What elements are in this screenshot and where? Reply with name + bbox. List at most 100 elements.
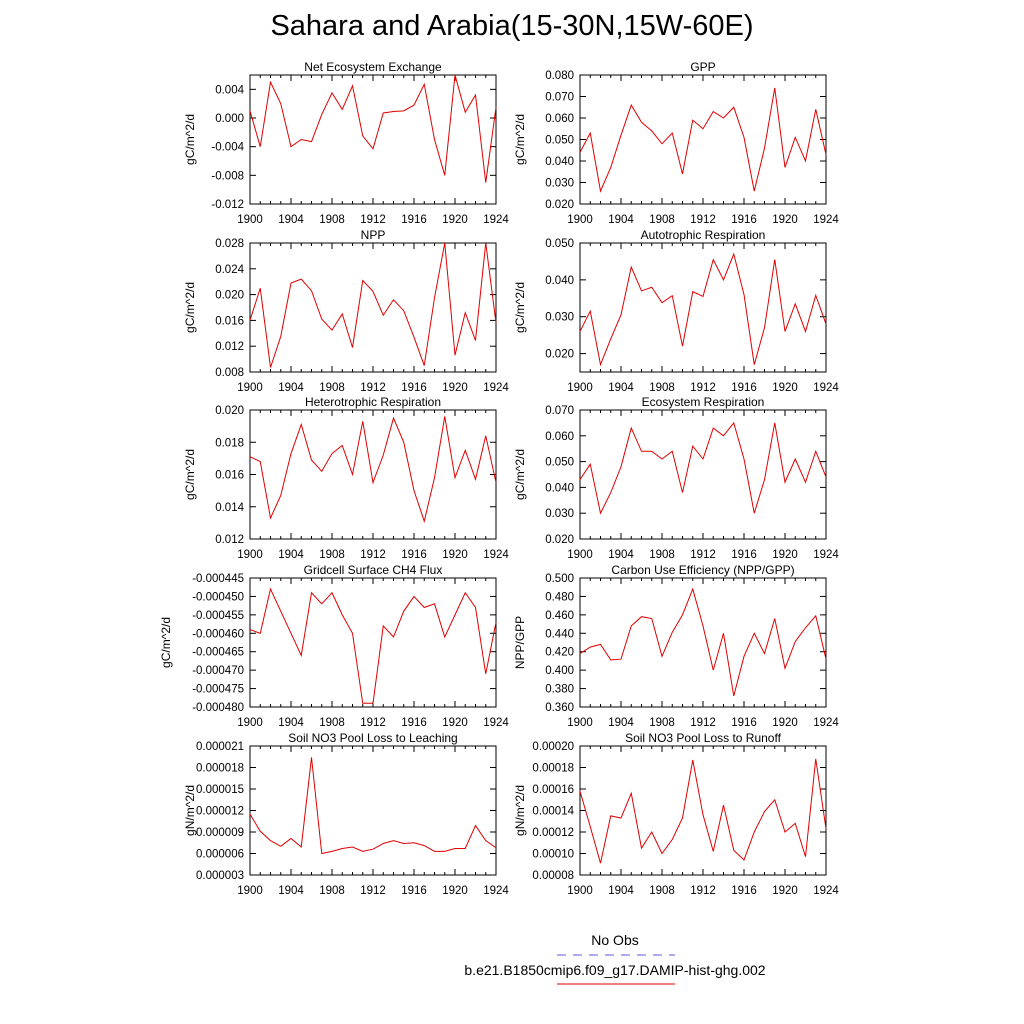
x-tick-label: 1916 <box>731 382 757 394</box>
chart-panel-9: Soil NO3 Pool Loss to Leaching gN/m^2/d 19… <box>183 731 509 897</box>
panel-title: Soil NO3 Pool Loss to Runoff <box>625 731 782 745</box>
x-tick-label: 1908 <box>649 214 675 226</box>
chart-panel-7: Gridcell Surface CH4 Flux gC/m^2/d 1900 190… <box>159 563 509 729</box>
x-tick-label: 1908 <box>319 717 345 729</box>
x-tick-label: 1904 <box>278 717 304 729</box>
x-tick-label: 1904 <box>278 549 304 561</box>
x-tick-label: 1904 <box>608 214 634 226</box>
x-tick-label: 1912 <box>360 549 386 561</box>
x-tick-label: 1904 <box>278 382 304 394</box>
panel-title: Gridcell Surface CH4 Flux <box>304 563 443 577</box>
y-tick-label: -0.000480 <box>192 702 244 714</box>
x-tick-label: 1924 <box>483 885 509 897</box>
y-tick-label: 0.050 <box>545 238 574 250</box>
x-tick-label: 1900 <box>567 214 593 226</box>
x-tick-label: 1916 <box>731 549 757 561</box>
panel-title: Net Ecosystem Exchange <box>304 60 442 74</box>
x-tick-label: 1912 <box>690 885 716 897</box>
x-tick-label: 1912 <box>690 382 716 394</box>
y-tick-label: 0.050 <box>545 457 574 469</box>
x-tick-label: 1904 <box>608 885 634 897</box>
panel-title: Soil NO3 Pool Loss to Leaching <box>288 731 457 745</box>
y-tick-label: 0.00010 <box>532 849 574 861</box>
series-line <box>249 587 497 704</box>
y-tick-label: 0.00008 <box>532 870 574 882</box>
panel-title: Carbon Use Efficiency (NPP/GPP) <box>611 563 794 577</box>
chart-panel-1: Net Ecosystem Exchange gC/m^2/d 1900 1904 19… <box>183 60 509 226</box>
y-tick-label: 0.420 <box>545 647 574 659</box>
x-tick-label: 1924 <box>813 214 839 226</box>
y-axis-label: gC/m^2/d <box>183 114 197 165</box>
x-tick-label: 1908 <box>649 885 675 897</box>
y-tick-label: 0.360 <box>545 702 574 714</box>
y-tick-label: 0.060 <box>545 431 574 443</box>
y-tick-label: 0.030 <box>545 312 574 324</box>
y-tick-label: 0.016 <box>215 470 244 482</box>
y-axis-label: gC/m^2/d <box>159 617 173 668</box>
x-tick-label: 1904 <box>608 382 634 394</box>
y-tick-label: -0.000445 <box>192 573 244 585</box>
x-tick-label: 1908 <box>649 717 675 729</box>
series-line <box>579 758 827 864</box>
legend-model-label: b.e21.B1850cmip6.f09_g17.DAMIP-hist-ghg.… <box>464 962 766 978</box>
y-tick-label: -0.000465 <box>192 647 244 659</box>
y-axis-label: gC/m^2/d <box>513 449 527 500</box>
panel-title: NPP <box>361 228 386 242</box>
x-tick-label: 1920 <box>442 885 468 897</box>
y-axis-label: gC/m^2/d <box>183 449 197 500</box>
x-tick-label: 1920 <box>772 214 798 226</box>
panel-title: Ecosystem Respiration <box>642 395 765 409</box>
y-tick-label: 0.380 <box>545 684 574 696</box>
x-tick-label: 1924 <box>483 549 509 561</box>
y-tick-label: -0.000450 <box>192 591 244 603</box>
y-tick-label: 0.480 <box>545 591 574 603</box>
x-tick-label: 1916 <box>401 717 427 729</box>
y-tick-label: 0.040 <box>545 275 574 287</box>
x-tick-label: 1908 <box>319 382 345 394</box>
x-tick-label: 1900 <box>567 885 593 897</box>
y-tick-label: 0.000003 <box>196 870 244 882</box>
y-tick-label: 0.000 <box>215 113 244 125</box>
y-tick-label: 0.040 <box>545 156 574 168</box>
x-tick-label: 1912 <box>690 549 716 561</box>
y-tick-label: 0.020 <box>545 199 574 211</box>
chart-panel-4: Autotrophic Respiration gC/m^2/d 1900 1904 1… <box>513 228 839 394</box>
x-tick-label: 1900 <box>567 717 593 729</box>
y-tick-label: 0.000018 <box>196 763 244 775</box>
chart-panel-10: Soil NO3 Pool Loss to Runoff gN/m^2/d 1900… <box>513 731 839 897</box>
x-tick-label: 1900 <box>237 382 263 394</box>
x-tick-label: 1900 <box>237 885 263 897</box>
x-tick-label: 1900 <box>237 549 263 561</box>
x-tick-label: 1916 <box>731 214 757 226</box>
y-tick-label: 0.460 <box>545 610 574 622</box>
y-tick-label: 0.000009 <box>196 827 244 839</box>
x-tick-label: 1920 <box>772 885 798 897</box>
x-tick-label: 1904 <box>278 214 304 226</box>
series-line <box>249 757 497 855</box>
y-tick-label: 0.060 <box>545 113 574 125</box>
y-axis-label: gC/m^2/d <box>513 114 527 165</box>
x-tick-label: 1908 <box>649 549 675 561</box>
y-axis-label: gC/m^2/d <box>513 282 527 333</box>
x-tick-label: 1900 <box>237 214 263 226</box>
chart-panel-5: Heterotrophic Respiration gC/m^2/d 1900 190… <box>183 395 509 561</box>
y-tick-label: 0.020 <box>215 405 244 417</box>
x-tick-label: 1912 <box>360 214 386 226</box>
y-tick-label: 0.020 <box>545 534 574 546</box>
x-tick-label: 1912 <box>690 214 716 226</box>
x-tick-label: 1916 <box>731 885 757 897</box>
y-tick-label: -0.000460 <box>192 628 244 640</box>
y-tick-label: 0.000015 <box>196 784 244 796</box>
x-tick-label: 1912 <box>360 382 386 394</box>
x-tick-label: 1924 <box>483 382 509 394</box>
x-tick-label: 1900 <box>567 382 593 394</box>
x-tick-label: 1920 <box>772 382 798 394</box>
x-tick-label: 1924 <box>483 717 509 729</box>
series-line <box>579 587 827 697</box>
x-tick-label: 1916 <box>401 214 427 226</box>
x-tick-label: 1900 <box>237 717 263 729</box>
y-tick-label: -0.008 <box>211 170 244 182</box>
y-tick-label: 0.018 <box>215 437 244 449</box>
